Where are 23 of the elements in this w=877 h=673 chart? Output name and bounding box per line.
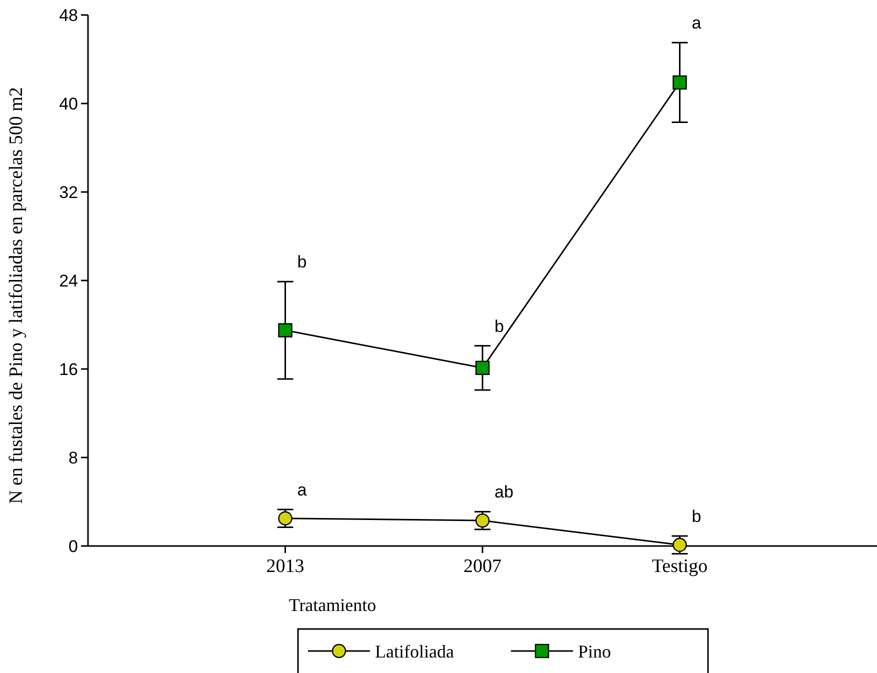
y-tick-label: 0 bbox=[68, 536, 78, 556]
data-label: b bbox=[494, 316, 504, 336]
y-tick-label: 24 bbox=[59, 271, 78, 290]
legend-label: Pino bbox=[578, 641, 612, 662]
point bbox=[278, 323, 292, 338]
y-tick-label: 40 bbox=[59, 94, 78, 114]
point bbox=[672, 75, 687, 90]
y-tick-label: 16 bbox=[59, 360, 78, 379]
data-label: a bbox=[692, 14, 702, 33]
x-tick-label: Testigo bbox=[652, 556, 708, 577]
data-label: a bbox=[297, 480, 308, 500]
x-tick-label: 2007 bbox=[464, 556, 502, 577]
data-label: ab bbox=[494, 482, 514, 502]
y-tick-label: 8 bbox=[68, 448, 78, 468]
x-axis-title: Tratamiento bbox=[288, 595, 376, 615]
data-label: b bbox=[297, 252, 307, 272]
y-tick-label: 48 bbox=[59, 6, 78, 25]
x-tick-label: 2013 bbox=[266, 556, 304, 577]
y-tick-label: 32 bbox=[59, 182, 78, 202]
point bbox=[475, 360, 490, 375]
legend-label: Latifoliada bbox=[375, 641, 454, 662]
data-label: b bbox=[692, 507, 702, 526]
y-axis-title: N en fustales de Pino y latifoliadas en parcelas 500 m2 bbox=[6, 87, 27, 504]
